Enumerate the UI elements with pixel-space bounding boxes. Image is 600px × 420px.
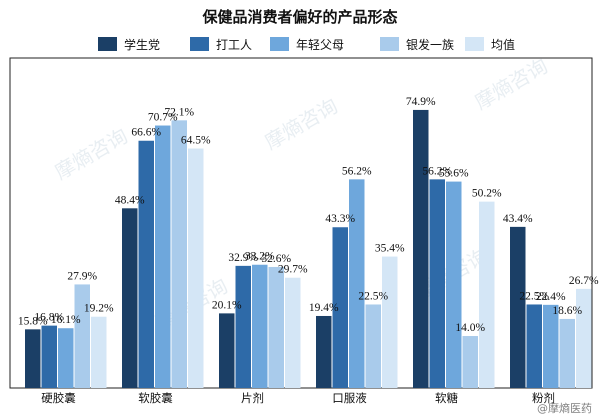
bar-value-label: 55.6% bbox=[439, 168, 469, 180]
bar bbox=[219, 313, 235, 388]
bar-value-label: 33.2% bbox=[245, 251, 275, 263]
category-label: 口服液 bbox=[332, 391, 367, 405]
bar-value-label: 19.4% bbox=[309, 302, 339, 314]
legend-label: 均值 bbox=[491, 37, 515, 52]
bar-value-label: 43.3% bbox=[325, 213, 355, 225]
bar bbox=[510, 226, 526, 388]
legend-swatch bbox=[380, 37, 399, 51]
bar-value-label: 14.0% bbox=[455, 322, 485, 334]
legend-label: 学生党 bbox=[124, 37, 160, 52]
bar-value-label: 74.9% bbox=[406, 96, 436, 108]
bar bbox=[349, 179, 365, 388]
bar bbox=[268, 266, 284, 388]
bar-labels-layer: 15.8%16.8%16.1% 27.9% 19.2% 48.4% 66.6% 70.7%… bbox=[18, 96, 599, 334]
bar bbox=[526, 304, 542, 388]
legend-swatch bbox=[270, 37, 289, 51]
category-label: 片剂 bbox=[241, 391, 264, 405]
bar-value-label: 72.1% bbox=[164, 106, 194, 118]
bar bbox=[382, 256, 398, 388]
bars-layer bbox=[25, 109, 592, 389]
bar-value-label: 64.5% bbox=[181, 135, 211, 147]
bar-value-label: 56.2% bbox=[422, 165, 452, 177]
bar bbox=[188, 148, 204, 388]
category-label: 软糖 bbox=[435, 391, 458, 405]
legend-label: 年轻父母 bbox=[296, 38, 344, 52]
bar-value-label: 35.4% bbox=[375, 243, 405, 255]
bar-value-label: 32.9% bbox=[228, 252, 258, 264]
bar bbox=[235, 265, 251, 388]
bar bbox=[543, 304, 559, 388]
bar bbox=[74, 284, 90, 388]
category-label: 软胶囊 bbox=[138, 391, 173, 405]
bar bbox=[138, 140, 154, 388]
bar bbox=[285, 277, 301, 388]
bar-value-label: 32.6% bbox=[261, 253, 291, 265]
bar-value-label: 26.7% bbox=[569, 275, 599, 287]
legend: 学生党 打工人 年轻父母 银发一族 均值 bbox=[98, 37, 515, 52]
bar-value-label: 18.6% bbox=[552, 305, 582, 317]
bar bbox=[479, 201, 495, 388]
category-label: 粉剂 bbox=[532, 391, 555, 405]
bar bbox=[252, 264, 268, 388]
bar-value-label: 43.4% bbox=[503, 213, 533, 225]
bar bbox=[413, 109, 429, 388]
chart-title: 保健品消费者偏好的产品形态 bbox=[201, 8, 397, 26]
bar-value-label: 48.4% bbox=[115, 194, 145, 206]
legend-item: 均值 bbox=[465, 37, 515, 52]
bar bbox=[122, 208, 138, 388]
legend-item: 年轻父母 bbox=[270, 37, 344, 52]
bar-value-label: 20.1% bbox=[212, 299, 242, 311]
legend-swatch bbox=[190, 37, 209, 51]
legend-swatch bbox=[98, 37, 117, 51]
bar-value-label: 22.5% bbox=[358, 290, 388, 302]
bar-value-label: 70.7% bbox=[148, 112, 178, 124]
bar bbox=[559, 318, 575, 388]
bar bbox=[41, 325, 57, 388]
bar-value-label: 22.5% bbox=[519, 290, 549, 302]
bar bbox=[462, 336, 478, 388]
bar bbox=[58, 328, 74, 388]
legend-item: 学生党 bbox=[98, 37, 160, 52]
bar bbox=[91, 316, 107, 388]
bar bbox=[155, 125, 171, 389]
bar bbox=[171, 120, 187, 389]
bar-value-label: 50.2% bbox=[472, 188, 502, 200]
bar bbox=[446, 181, 462, 388]
bar-value-label: 27.9% bbox=[67, 270, 97, 282]
watermark-corner: @摩熵医药 bbox=[537, 401, 592, 415]
bar-value-label: 15.8% bbox=[18, 315, 48, 327]
legend-item: 银发一族 bbox=[380, 37, 454, 52]
bar-value-label: 66.6% bbox=[131, 127, 161, 139]
bar bbox=[332, 227, 348, 388]
bar bbox=[576, 288, 592, 388]
legend-item: 打工人 bbox=[190, 37, 252, 52]
category-labels-layer: 硬胶囊 软胶囊 片剂 口服液 软糖 粉剂 bbox=[41, 391, 555, 405]
legend-label: 银发一族 bbox=[406, 37, 454, 52]
category-label: 硬胶囊 bbox=[41, 391, 76, 405]
bar-value-label: 56.2% bbox=[342, 165, 372, 177]
bar-value-label: 29.7% bbox=[278, 264, 308, 276]
bar-value-label: 16.1% bbox=[51, 314, 81, 326]
legend-label: 打工人 bbox=[216, 38, 252, 52]
bar-value-label: 19.2% bbox=[84, 303, 114, 315]
bar bbox=[316, 315, 332, 388]
plot-frame bbox=[9, 57, 593, 389]
bar bbox=[25, 329, 41, 388]
bar-value-label: 22.4% bbox=[536, 291, 566, 303]
legend-swatch bbox=[465, 37, 484, 51]
bar bbox=[429, 179, 445, 388]
bar bbox=[365, 304, 381, 388]
bar-value-label: 16.8% bbox=[34, 312, 64, 324]
